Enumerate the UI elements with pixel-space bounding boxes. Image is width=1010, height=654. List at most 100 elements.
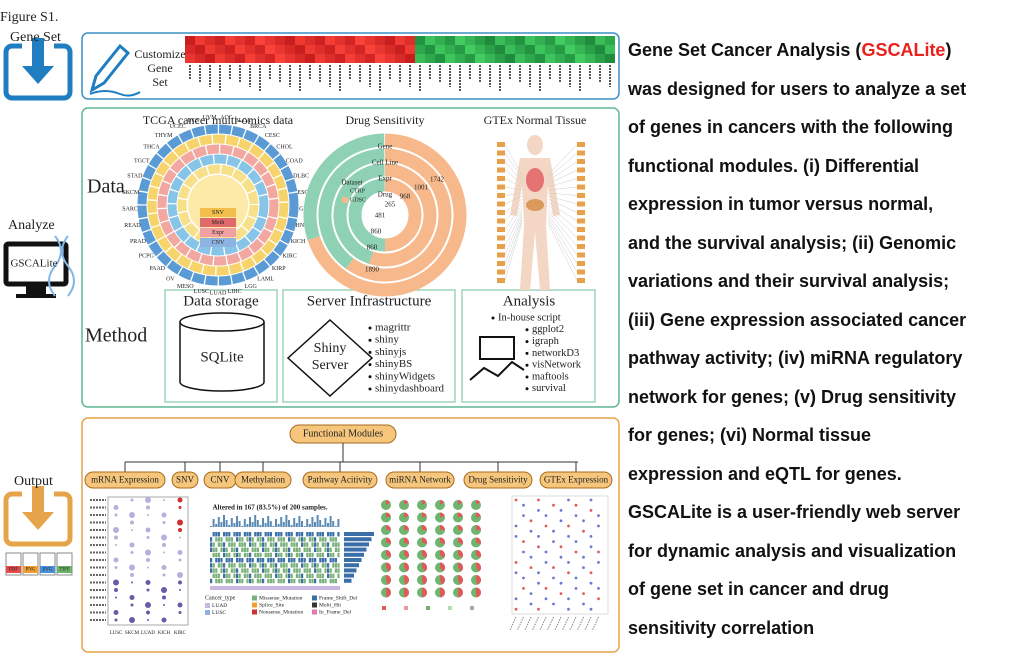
onco-cell [277,537,280,542]
onco-cell [215,537,218,542]
heatmap-cell [195,54,205,63]
onco-cell [290,563,293,568]
dot [114,535,118,540]
onco-cell [290,537,293,542]
tissue-link [547,207,578,239]
onco-cell [243,563,246,568]
matrix-dot [537,509,540,512]
drug-title: Drug Sensitivity [345,113,424,127]
heatmap-cell [565,36,575,45]
onco-cell [269,578,272,584]
matrix-dot [537,581,540,585]
onco-cell [314,563,317,568]
tissue-link [547,201,578,222]
package: shinyBS [375,358,412,370]
onco-cell [324,537,327,542]
top-bar [280,517,283,527]
heatmap-cell [275,54,285,63]
onco-cell [212,532,215,537]
cancer-label: KIRC [283,253,297,259]
module-name: Drug Sensitivity [468,475,528,485]
onco-cell [212,563,215,568]
onco-cell [256,532,259,537]
dot [163,499,165,501]
heatmap-cell [365,36,375,45]
onco-cell [280,532,283,537]
onco-cell [280,537,283,542]
onco-cell [223,563,226,568]
onco-cell [301,532,304,537]
module-pill [84,471,166,489]
matrix-dot [514,535,518,538]
matrix-dot [597,587,600,590]
bullet [525,340,529,344]
matrix-dot [589,571,593,575]
onco-cell [246,578,249,584]
onco-cell [319,568,322,573]
pie-slice [386,575,391,585]
onco-cell [254,573,257,578]
cancer-label: OV [166,276,175,282]
onco-cell [282,542,285,547]
onco-cell [290,542,293,547]
onco-cell [285,552,288,558]
pen-stroke [89,90,141,97]
onco-cell [233,532,236,537]
heatmap-cell [425,36,435,45]
top-bar [269,521,272,527]
onco-cell [285,532,288,537]
dot [114,513,118,517]
pie-slice [404,562,410,572]
onco-cell [256,537,259,542]
bullet [368,338,372,342]
tissue-box [497,193,505,198]
bullet [368,387,372,391]
onco-cell [228,552,231,558]
onco-cell [316,563,319,568]
matrix-dot [574,587,578,590]
onco-cell [277,547,280,552]
onco-cell [269,542,272,547]
legend-swatch [312,602,317,608]
heatmap-cell [245,45,255,54]
onco-cell [212,542,215,547]
heatmap-cell [375,54,385,63]
onco-cell [319,532,322,537]
onco-cell [246,568,249,573]
heatmap-cell [545,36,555,45]
dot [130,520,134,525]
onco-cell [251,542,254,547]
matrix-dot [522,550,525,554]
heatmap-cell [355,45,365,54]
onco-cell [288,552,291,558]
onco-cell [316,573,319,578]
onco-cell [293,578,296,584]
drug-stub [554,616,562,631]
onco-cell [264,568,267,573]
onco-cell [210,542,213,547]
dot [129,564,135,571]
onco-cell [293,563,296,568]
legend-text: LUSC [212,610,226,616]
heatmap-cell [185,45,195,54]
description-line: for genes; (vi) Normal tissue [628,425,872,445]
analysis-item: ggplot2 [532,324,564,335]
pie-slice [422,500,427,505]
dot [113,505,119,510]
tissue-link [547,186,578,191]
onco-cell [241,568,244,573]
onco-cell [329,573,332,578]
tissue-box [577,269,585,275]
heatmap-cell [395,36,405,45]
cancer-label: READ [124,223,141,229]
onco-cell [228,573,231,578]
onco-cell [225,537,228,542]
bullet [525,375,529,379]
legend-swatch [252,595,257,601]
pie-slice [404,575,410,585]
legend-title: Dataset [342,179,363,187]
matrix-dot [559,509,563,512]
onco-cell [316,542,319,547]
top-bar [233,523,236,527]
onco-cell [233,573,236,578]
